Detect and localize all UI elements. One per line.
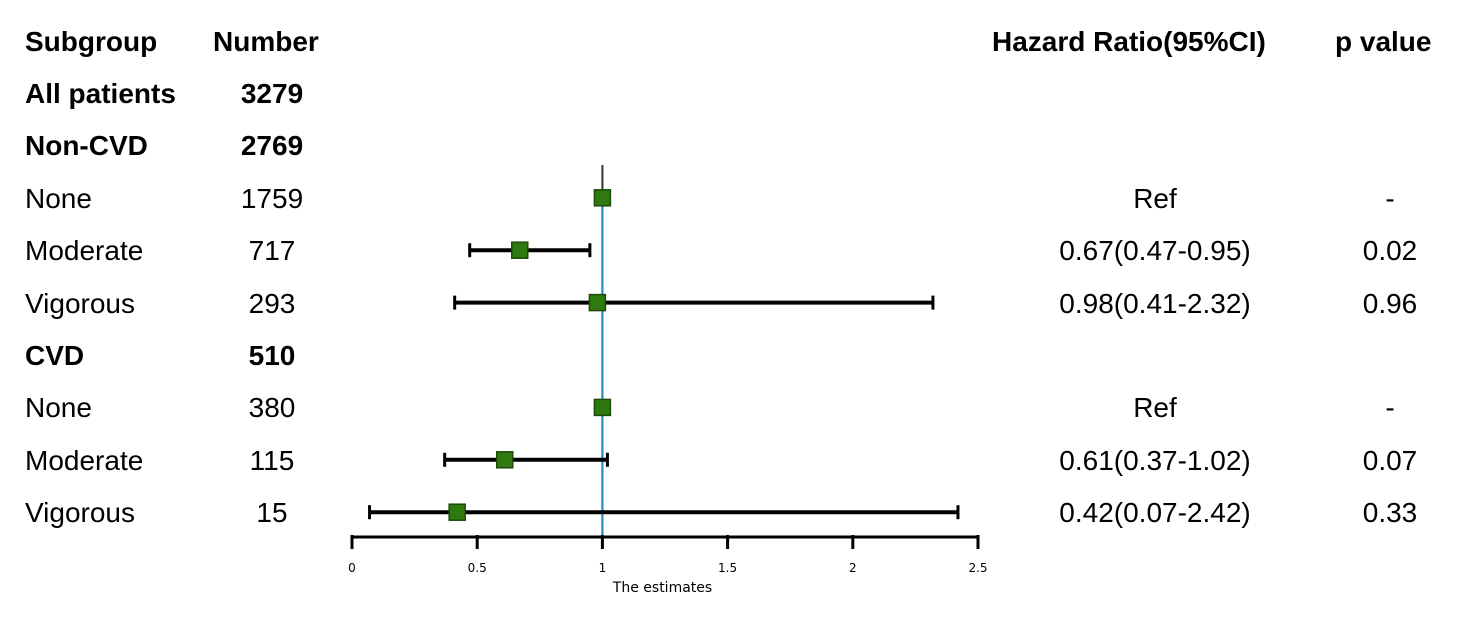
estimate-marker [495, 451, 514, 469]
x-tick-label: 2.5 [968, 561, 987, 575]
row-number: 1759 [240, 182, 304, 214]
row-number: 717 [248, 235, 296, 267]
row-label: Vigorous [25, 287, 136, 319]
row-number: 380 [248, 392, 296, 424]
estimate-marker [588, 293, 607, 312]
row-label: CVD [25, 340, 85, 371]
row-label: Moderate [25, 444, 144, 476]
estimate-marker [593, 398, 612, 417]
row-number: 115 [249, 444, 295, 476]
x-tick-label: 1.5 [718, 561, 737, 575]
row-hazard-ratio: Ref [1133, 182, 1177, 214]
row-label: Vigorous [25, 497, 136, 529]
x-tick-label: 0 [348, 561, 356, 575]
header-subgroup: Subgroup [25, 26, 158, 57]
row-hazard-ratio: Ref [1133, 392, 1177, 424]
estimate-marker [593, 189, 612, 207]
row-p-value: 0.07 [1362, 444, 1418, 476]
row-p-value: 0.02 [1362, 235, 1418, 267]
estimate-marker [448, 503, 466, 521]
row-p-value: 0.96 [1362, 287, 1418, 319]
row-number: 293 [248, 287, 296, 319]
row-p-value: 0.33 [1362, 497, 1418, 529]
x-axis-label: The estimates [612, 580, 712, 596]
estimate-marker [511, 241, 529, 259]
row-hazard-ratio: 0.61(0.37-1.02) [1059, 444, 1251, 476]
row-p-value: - [1385, 392, 1395, 424]
row-label: Moderate [25, 235, 144, 267]
row-number: 3279 [240, 78, 304, 109]
header-hazard-ratio: Hazard Ratio(95%CI) [992, 26, 1266, 57]
row-number: 2769 [240, 130, 304, 162]
row-number: 510 [248, 340, 296, 371]
row-hazard-ratio: 0.42(0.07-2.42) [1059, 497, 1251, 529]
row-label: None [25, 182, 92, 214]
row-p-value: - [1385, 182, 1395, 214]
row-hazard-ratio: 0.98(0.41-2.32) [1059, 287, 1251, 319]
header-p-value: p value [1335, 26, 1432, 57]
x-tick-label: 1 [599, 561, 607, 575]
row-label: Non-CVD [25, 130, 148, 162]
x-tick-label: 0.5 [468, 561, 487, 575]
row-label: All patients [25, 78, 176, 109]
row-number: 15 [256, 497, 288, 529]
row-hazard-ratio: 0.67(0.47-0.95) [1059, 235, 1251, 267]
header-number: Number [213, 26, 319, 57]
row-label: None [25, 392, 92, 424]
x-tick-label: 2 [849, 561, 857, 575]
